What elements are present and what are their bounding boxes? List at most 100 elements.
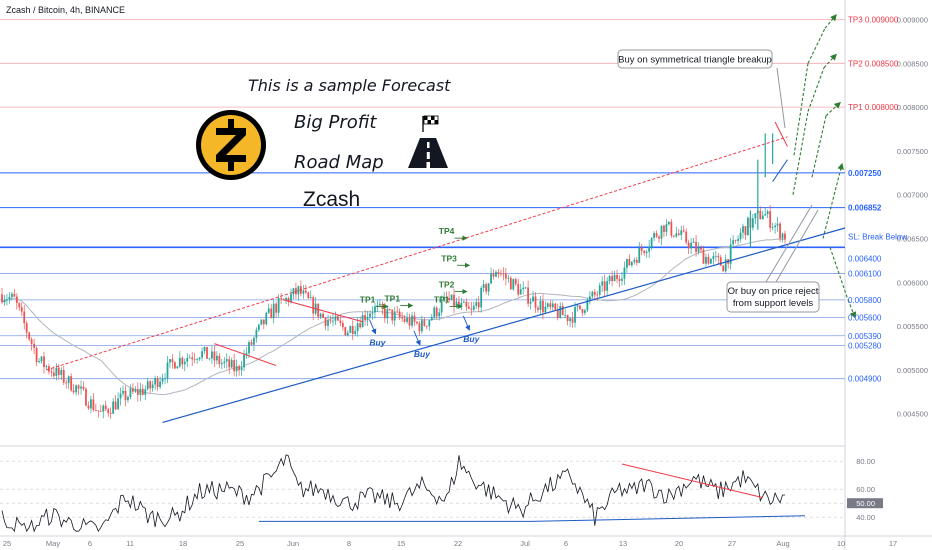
buy-arrow [462, 315, 471, 331]
candle-body [532, 296, 534, 302]
candle-body [593, 291, 596, 295]
candle-body [104, 405, 107, 410]
candle-body [737, 238, 739, 242]
candle-body [458, 301, 460, 306]
candle-body [107, 409, 110, 413]
candle-body [653, 233, 655, 239]
candle-body [421, 320, 423, 332]
price-tick-label: 0.006500 [897, 235, 928, 244]
level-label: TP2 0.008500 [848, 59, 899, 68]
candle-body [386, 308, 389, 319]
candle-body [606, 281, 609, 291]
candle-body [598, 285, 601, 295]
candle-body [761, 215, 764, 220]
candle-body [277, 297, 280, 313]
forecast-path-arrow [792, 111, 809, 195]
candle-body [584, 310, 586, 313]
candle-body [722, 265, 725, 272]
candle-body [364, 315, 366, 321]
forecast-path-arrow [829, 247, 849, 301]
candle-body [198, 357, 201, 360]
candle-body [176, 366, 179, 369]
buy-arrow [369, 319, 377, 335]
candle-body [618, 278, 621, 281]
candle-body [334, 316, 337, 321]
candle-body [164, 378, 166, 380]
oscillator-line [1, 454, 785, 533]
time-tick-label: 6 [564, 539, 568, 548]
candle-body [554, 303, 557, 310]
time-tick-label: 20 [675, 539, 683, 548]
candle-body [159, 381, 161, 388]
time-tick-label: 22 [454, 539, 462, 548]
candle-body [312, 297, 315, 314]
candle-body [626, 259, 628, 268]
candle-body [470, 308, 473, 310]
candle-body [65, 382, 68, 384]
level-label: TP3 0.009000 [848, 16, 899, 25]
time-tick-label: 17 [889, 539, 897, 548]
candle-body [480, 287, 483, 308]
candle-body [524, 287, 527, 289]
candle-body [124, 390, 127, 401]
candle-body [643, 250, 646, 254]
osc-value-badge [847, 498, 883, 509]
candle-body [546, 303, 549, 307]
candle-body [92, 399, 95, 410]
candle-body [87, 405, 90, 409]
take-profit-label: TP1 [360, 294, 376, 304]
candle-body [635, 259, 638, 263]
candle-body [10, 293, 13, 297]
candle-body [616, 274, 618, 279]
candle-body [401, 317, 404, 319]
candle-body [537, 307, 539, 310]
candle-body [453, 294, 455, 307]
candle-body [30, 339, 33, 344]
candle-body [223, 361, 226, 363]
candle-body [665, 224, 668, 232]
candle-body [443, 296, 446, 302]
candle-body [166, 362, 169, 379]
support-callout-line-2: from support levels [733, 298, 814, 309]
take-profit-label: TP2 [439, 280, 455, 290]
candle-body [102, 405, 105, 412]
candle-body [729, 244, 732, 264]
candle-body [675, 233, 678, 237]
chart-annotations: TP3 0.009000 TP2 0.008500 TP1 0.008000 0.00… [360, 16, 908, 384]
candle-body [418, 323, 421, 332]
candle-body [611, 276, 613, 282]
candle-body [114, 401, 117, 410]
candle-body [396, 311, 399, 313]
candle-body [638, 247, 641, 263]
candle-body [292, 288, 295, 295]
time-tick-label: 25 [236, 539, 244, 548]
candle-body [322, 313, 324, 318]
candle-body [514, 279, 517, 285]
candle-body [680, 230, 683, 235]
level-label: 0.006100 [848, 270, 882, 279]
candle-body [779, 223, 781, 239]
candle-body [156, 378, 159, 388]
buy-label: Buy [369, 337, 386, 347]
candle-body [539, 300, 542, 310]
price-tick-label: 0.005500 [897, 322, 928, 331]
candle-body [724, 259, 727, 272]
candle-body [72, 390, 75, 393]
candle-body [183, 361, 186, 365]
candle-body [534, 296, 537, 308]
candle-body [161, 378, 164, 382]
candle-body [218, 355, 221, 365]
candle-body [663, 225, 665, 232]
candle-body [188, 357, 191, 359]
candle-body [648, 246, 651, 252]
candle-body [455, 301, 458, 307]
candle-body [527, 287, 530, 304]
candle-body [732, 240, 735, 245]
horizontal-levels [0, 19, 845, 380]
candle-body [290, 294, 292, 303]
triangle-upper-line [774, 121, 788, 147]
candle-body [67, 376, 70, 384]
candle-body [129, 388, 132, 397]
support-callout-line-1: Or buy on price reject [728, 286, 819, 297]
candle-body [361, 315, 364, 328]
